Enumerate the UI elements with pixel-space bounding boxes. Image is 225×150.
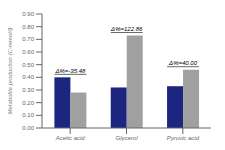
svg-text:Δ%=122.86: Δ%=122.86 [110,26,143,32]
svg-text:0.50: 0.50 [22,62,34,68]
svg-text:0.80: 0.80 [22,24,34,30]
svg-text:Glycerol: Glycerol [115,135,138,141]
svg-text:Δ%=-35.48: Δ%=-35.48 [54,68,86,74]
svg-text:Pyruvic acid: Pyruvic acid [167,135,200,141]
svg-text:0.40: 0.40 [22,74,34,80]
svg-text:0.00: 0.00 [22,125,34,131]
svg-text:Metabolite production (C-mmol/: Metabolite production (C-mmol/l) [8,27,13,114]
svg-text:0.30: 0.30 [22,87,34,93]
svg-text:0.90: 0.90 [22,11,34,17]
svg-text:0.70: 0.70 [22,36,34,42]
svg-text:Δ%=40.00: Δ%=40.00 [168,60,198,66]
svg-text:0.60: 0.60 [22,49,34,55]
svg-text:0.20: 0.20 [22,100,34,106]
svg-text:0.10: 0.10 [22,112,34,118]
svg-text:Acetic acid: Acetic acid [55,135,86,141]
